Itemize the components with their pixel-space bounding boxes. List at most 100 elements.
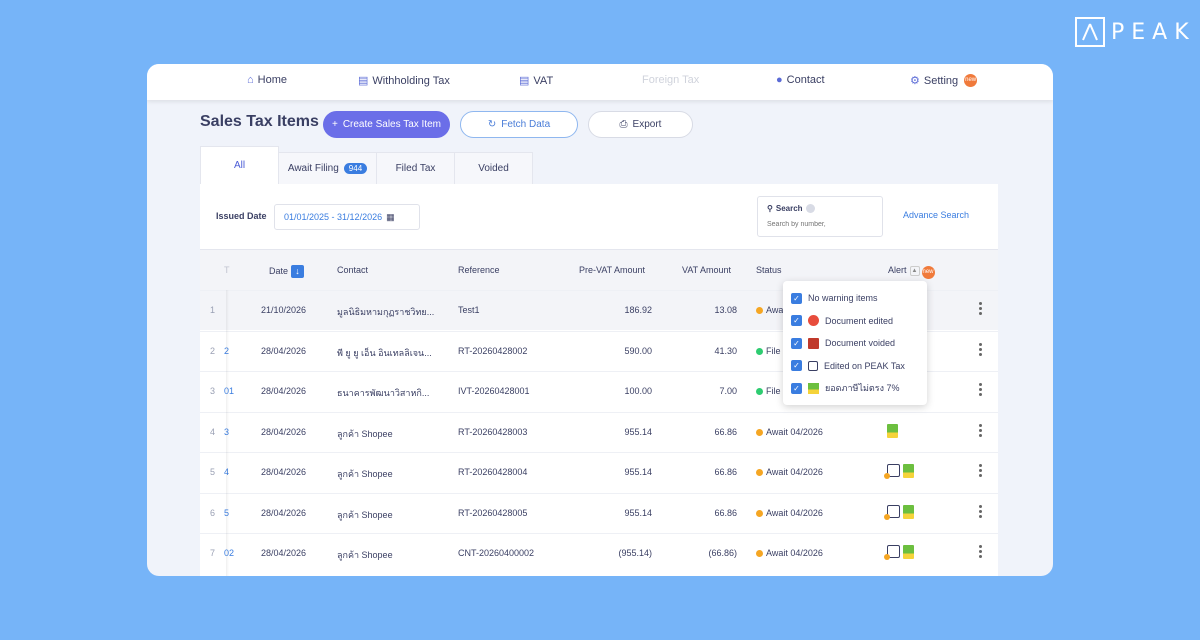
more-options-icon[interactable] <box>979 342 982 358</box>
nav-home-label: Home <box>257 74 287 86</box>
sort-down-icon[interactable]: ↓ <box>291 265 305 278</box>
page-title: Sales Tax Items <box>200 113 319 130</box>
row-status: File <box>756 386 781 396</box>
more-options-icon[interactable] <box>979 464 982 479</box>
nav-foreign-tax[interactable]: Foreign Tax <box>642 74 699 86</box>
status-dot <box>756 347 763 355</box>
row-index: 7 <box>210 548 216 558</box>
row-doc-number[interactable]: 4 <box>224 467 229 477</box>
checkbox-icon[interactable]: ✓ <box>791 337 802 349</box>
row-doc-number[interactable]: 2 <box>224 346 229 356</box>
export-button[interactable]: ⎙ Export <box>588 111 693 138</box>
document-edited-icon <box>808 315 819 327</box>
table-row[interactable]: 3 01 28/04/2026 ธนาคารพัฒนาวิสาหกิ... IVT-20… <box>200 371 998 411</box>
checkbox-icon[interactable]: ✓ <box>791 292 802 304</box>
header-prevat[interactable]: Pre-VAT Amount <box>579 265 646 275</box>
receipt-icon: ▤ <box>519 75 530 87</box>
row-reference: IVT-20260428001 <box>458 386 530 396</box>
alert-filter-dropdown: ✓ No warning items ✓ Document edited ✓ D… <box>783 281 927 405</box>
search-input[interactable] <box>767 221 873 228</box>
nav-setting[interactable]: ⚙ Setting new <box>910 74 978 87</box>
table-row[interactable]: 7 02 28/04/2026 ลูกค้า Shopee CNT-2026040000… <box>200 533 998 573</box>
status-dot <box>756 388 763 396</box>
tab-voided[interactable]: Voided <box>455 152 533 185</box>
edit-icon <box>884 504 900 520</box>
tab-filed-tax[interactable]: Filed Tax <box>377 152 455 185</box>
more-options-icon[interactable] <box>979 383 982 398</box>
row-status-label: Await 04/2026 <box>766 548 823 558</box>
table-row[interactable]: 43 28/04/2026 ลูกค้า Shopee RT-20260428003 9… <box>200 411 998 452</box>
nav-contact-label: Contact <box>786 74 825 86</box>
status-dot <box>756 428 763 436</box>
row-doc-number[interactable]: 02 <box>224 548 235 558</box>
header-status[interactable]: Status <box>756 265 782 275</box>
row-vat: 41.30 <box>714 345 737 356</box>
advance-search-link[interactable]: Advance Search <box>903 210 970 220</box>
fetch-data-button[interactable]: ↻ Fetch Data <box>460 111 578 138</box>
filter-document-edited[interactable]: ✓ Document edited <box>791 310 919 333</box>
edit-icon <box>884 464 900 479</box>
chevron-up-icon[interactable]: ▲ <box>909 265 920 276</box>
nav-vat[interactable]: ▤ VAT <box>519 74 553 88</box>
document-voided-icon <box>808 337 819 349</box>
more-options-icon[interactable] <box>979 545 982 560</box>
table-row[interactable]: 22 28/04/2026 พี ยู ยู เอ็น อินเทลลิเจน...… <box>200 330 998 371</box>
row-status-label: File <box>766 345 781 356</box>
header-alert-label: Alert <box>888 265 907 275</box>
filter-vat-mismatch[interactable]: ✓ ยอดภาษีไม่ตรง 7% <box>791 377 919 400</box>
row-alert-icons <box>884 545 914 560</box>
app-window: ⌂ Home ▤ Withholding Tax ▤ VAT Foreign T… <box>147 64 1053 576</box>
row-reference: CNT-20260400002 <box>458 548 535 558</box>
create-sales-tax-button[interactable]: + Create Sales Tax Item <box>323 111 450 138</box>
nav-contact[interactable]: ● Contact <box>776 74 825 86</box>
header-reference[interactable]: Reference <box>458 265 500 275</box>
more-options-icon[interactable] <box>979 302 982 317</box>
row-status: Await 04/2026 <box>756 467 823 477</box>
row-alert-icons <box>884 504 914 520</box>
new-badge: new <box>964 74 978 87</box>
document-icon: ▤ <box>358 75 369 87</box>
row-doc-number[interactable]: 01 <box>224 386 235 396</box>
table-row[interactable]: 54 28/04/2026 ลูกค้า Shopee RT-20260428004 9… <box>200 452 998 492</box>
table-row[interactable]: 65 28/04/2026 ลูกค้า Shopee RT-20260428005 9… <box>200 492 998 533</box>
checkbox-icon[interactable]: ✓ <box>791 315 802 327</box>
row-index: 6 <box>210 507 216 518</box>
nav-foreign-label: Foreign Tax <box>642 74 700 86</box>
brand-name: PEAK <box>1111 19 1196 45</box>
row-vat: 66.86 <box>714 507 737 518</box>
checkbox-icon[interactable]: ✓ <box>791 382 802 394</box>
row-status: Awai <box>756 305 785 315</box>
edit-icon <box>884 545 900 560</box>
more-options-icon[interactable] <box>979 423 982 439</box>
nav-withholding-tax[interactable]: ▤ Withholding Tax <box>358 74 450 88</box>
filter-document-voided-label: Document voided <box>825 338 896 349</box>
row-doc-number[interactable]: 5 <box>224 508 229 518</box>
header-doc-number[interactable]: T <box>224 265 230 275</box>
row-reference: RT-20260428003 <box>458 426 528 437</box>
tab-await-filing[interactable]: Await Filing 944 <box>279 152 377 185</box>
row-doc-number[interactable]: 3 <box>224 427 229 437</box>
row-status: File <box>756 346 781 356</box>
row-date: 28/04/2026 <box>261 386 307 396</box>
row-prevat: 955.14 <box>624 426 652 437</box>
header-alert[interactable]: Alert ▲ new <box>888 265 935 279</box>
header-vat[interactable]: VAT Amount <box>682 265 732 275</box>
header-contact[interactable]: Contact <box>337 265 369 275</box>
status-dot <box>756 307 763 315</box>
nav-home[interactable]: ⌂ Home <box>247 74 287 86</box>
checkbox-icon[interactable]: ✓ <box>791 360 802 372</box>
help-icon[interactable] <box>805 204 815 213</box>
tab-all[interactable]: All <box>200 146 279 184</box>
more-options-icon[interactable] <box>979 504 982 520</box>
row-date: 28/04/2026 <box>261 548 307 558</box>
home-icon: ⌂ <box>247 74 254 86</box>
header-date[interactable]: Date ↓ <box>269 265 305 278</box>
filter-no-warning-label: No warning items <box>808 293 878 304</box>
tax-mismatch-icon <box>903 545 914 559</box>
issued-date-picker[interactable]: 01/01/2025 - 31/12/2026 ▦ <box>274 204 420 230</box>
filter-document-voided[interactable]: ✓ Document voided <box>791 332 919 355</box>
row-contact: ธนาคารพัฒนาวิสาหกิ... <box>337 388 430 398</box>
filter-edited-peak[interactable]: ✓ Edited on PEAK Tax <box>791 355 919 378</box>
filter-no-warning[interactable]: ✓ No warning items <box>791 287 919 310</box>
row-contact: ลูกค้า Shopee <box>337 428 393 439</box>
